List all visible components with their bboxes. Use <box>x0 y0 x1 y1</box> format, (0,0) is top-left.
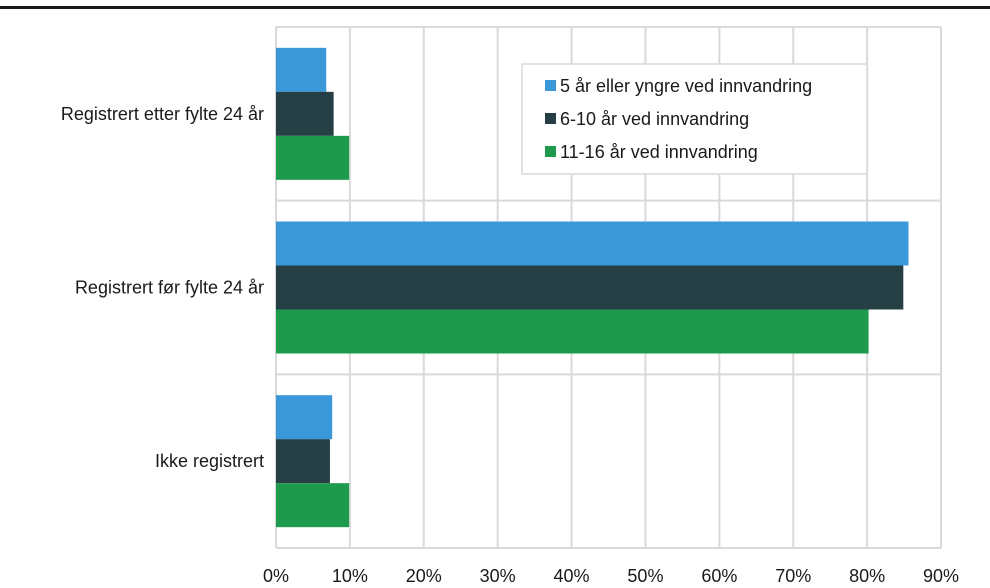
x-tick-label: 70% <box>775 566 811 586</box>
x-tick-label: 80% <box>849 566 885 586</box>
x-tick-label: 90% <box>923 566 959 586</box>
legend-swatch <box>545 80 556 91</box>
x-tick-label: 10% <box>332 566 368 586</box>
legend-label: 11-16 år ved innvandring <box>560 142 758 162</box>
bar <box>276 221 909 266</box>
legend-swatch <box>545 146 556 157</box>
bar <box>276 439 330 484</box>
x-tick-label: 50% <box>627 566 663 586</box>
category-labels: Registrert etter fylte 24 år Registrert f… <box>61 104 264 471</box>
bar <box>276 135 350 180</box>
legend-box <box>521 63 868 175</box>
x-tick-label: 30% <box>480 566 516 586</box>
legend-label: 6-10 år ved innvandring <box>560 109 749 129</box>
bar <box>276 395 333 440</box>
category-label: Registrert etter fylte 24 år <box>61 104 264 124</box>
bar <box>276 265 904 310</box>
category-label: Ikke registrert <box>155 451 264 471</box>
x-tick-label: 0% <box>263 566 289 586</box>
x-tick-label: 40% <box>554 566 590 586</box>
x-axis-ticks: 0% 10% 20% 30% 40% 50% 60% 70% 80% 90% <box>263 566 959 586</box>
category-label: Registrert før fylte 24 år <box>75 278 264 298</box>
top-rule <box>0 6 990 9</box>
legend-swatch <box>545 113 556 124</box>
x-tick-label: 20% <box>406 566 442 586</box>
bar <box>276 309 869 354</box>
bar <box>276 47 327 92</box>
bar <box>276 483 350 528</box>
legend-label: 5 år eller yngre ved innvandring <box>560 76 812 96</box>
bars <box>276 47 909 528</box>
legend: 5 år eller yngre ved innvandring 6-10 år … <box>521 63 868 175</box>
bar <box>276 91 334 136</box>
x-tick-label: 60% <box>701 566 737 586</box>
